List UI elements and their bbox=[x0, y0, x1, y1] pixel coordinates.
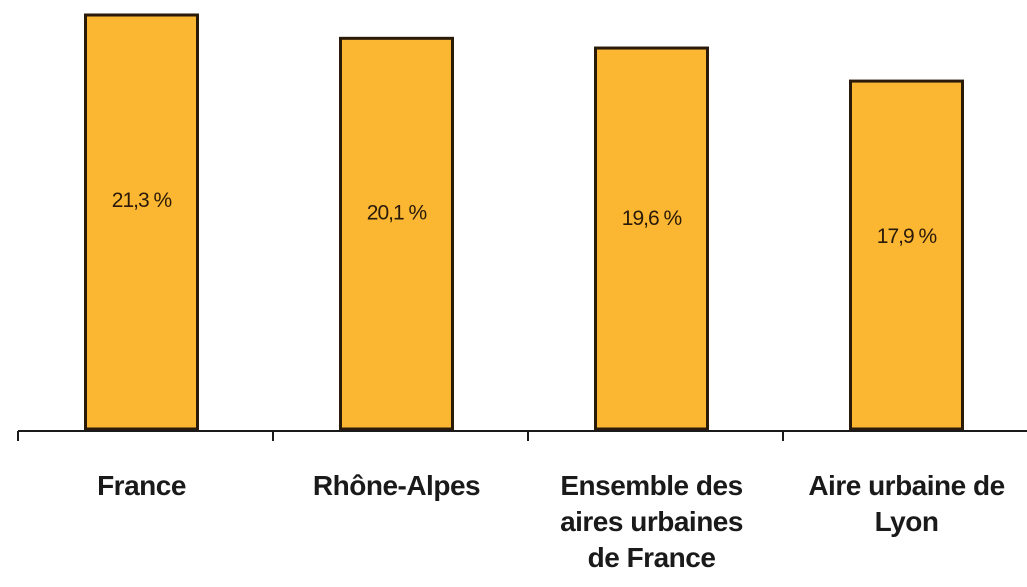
x-tick-label: Aire urbaine de Lyon bbox=[808, 470, 1005, 537]
x-tick-label: Ensemble des aires urbaines de France bbox=[560, 470, 743, 573]
bar bbox=[339, 36, 454, 431]
bar bbox=[849, 79, 964, 431]
x-tick-label: Rhône-Alpes bbox=[312, 470, 481, 501]
x-tick-label: France bbox=[97, 470, 186, 501]
value-label: 19,6 % bbox=[622, 207, 682, 230]
bar bbox=[594, 46, 709, 431]
value-label: 17,9 % bbox=[877, 225, 937, 248]
value-label: 21,3 % bbox=[112, 189, 172, 212]
value-label: 20,1 % bbox=[367, 202, 427, 225]
bar bbox=[84, 13, 199, 431]
